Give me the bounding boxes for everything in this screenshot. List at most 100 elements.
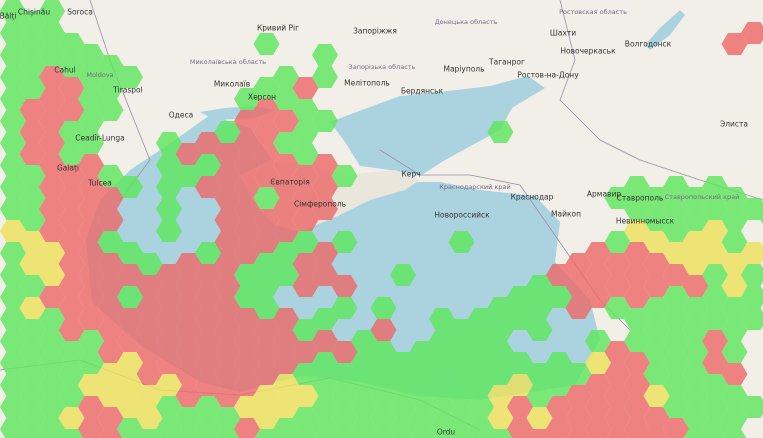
hex-cell-red[interactable] bbox=[565, 275, 592, 297]
hex-cell-red[interactable] bbox=[195, 264, 221, 286]
hex-cell-green[interactable] bbox=[175, 165, 202, 187]
hex-cell-red[interactable] bbox=[39, 110, 65, 132]
hex-cell-green[interactable] bbox=[19, 11, 46, 33]
hex-cell-green[interactable] bbox=[663, 374, 689, 396]
hex-cell-green[interactable] bbox=[487, 121, 514, 143]
hex-cell-red[interactable] bbox=[97, 319, 124, 341]
hex-cell-red[interactable] bbox=[253, 165, 280, 187]
hex-cell-red[interactable] bbox=[507, 418, 533, 438]
hex-cell-red[interactable] bbox=[312, 330, 338, 352]
hex-cell-red[interactable] bbox=[234, 352, 260, 374]
hex-cell-yellow[interactable] bbox=[19, 253, 46, 275]
hex-cell-green[interactable] bbox=[585, 330, 611, 352]
hex-cell-green[interactable] bbox=[682, 297, 709, 319]
hex-cell-red[interactable] bbox=[97, 253, 124, 275]
hex-cell-yellow[interactable] bbox=[19, 231, 46, 253]
hex-cell-red[interactable] bbox=[663, 264, 689, 286]
hex-cell-yellow[interactable] bbox=[117, 396, 143, 418]
hex-cell-green[interactable] bbox=[254, 429, 280, 438]
hex-cell-red[interactable] bbox=[565, 253, 592, 275]
hex-cell-green[interactable] bbox=[409, 385, 436, 407]
hex-cell-green[interactable] bbox=[429, 374, 455, 396]
hex-cell-green[interactable] bbox=[488, 429, 514, 438]
hex-cell-green[interactable] bbox=[195, 154, 221, 176]
hex-cell-green[interactable] bbox=[0, 0, 26, 22]
hex-cell-yellow[interactable] bbox=[682, 253, 709, 275]
hex-cell-green[interactable] bbox=[448, 363, 475, 385]
hex-cell-green[interactable] bbox=[0, 154, 26, 176]
hex-cell-red[interactable] bbox=[156, 308, 182, 330]
hex-cell-green[interactable] bbox=[156, 132, 182, 154]
hex-cell-green[interactable] bbox=[448, 231, 475, 253]
hex-cell-red[interactable] bbox=[234, 330, 260, 352]
hex-cell-green[interactable] bbox=[507, 286, 533, 308]
hex-cell-yellow[interactable] bbox=[253, 385, 280, 407]
hex-cell-green[interactable] bbox=[468, 396, 494, 418]
hex-cell-red[interactable] bbox=[273, 308, 299, 330]
hex-cell-green[interactable] bbox=[0, 330, 26, 352]
hex-cell-green[interactable] bbox=[214, 407, 241, 429]
hex-cell-green[interactable] bbox=[351, 396, 377, 418]
hex-cell-red[interactable] bbox=[721, 363, 748, 385]
hex-cell-green[interactable] bbox=[663, 308, 689, 330]
hex-cell-green[interactable] bbox=[663, 330, 689, 352]
hex-cell-green[interactable] bbox=[702, 396, 728, 418]
hex-cell-red[interactable] bbox=[214, 363, 241, 385]
hex-cell-green[interactable] bbox=[468, 330, 494, 352]
hex-cell-green[interactable] bbox=[721, 297, 748, 319]
hex-cell-yellow[interactable] bbox=[156, 374, 182, 396]
hex-cell-red[interactable] bbox=[292, 341, 319, 363]
hex-cell-green[interactable] bbox=[331, 363, 358, 385]
hex-cell-red[interactable] bbox=[175, 385, 202, 407]
hex-cell-red[interactable] bbox=[624, 418, 650, 438]
hex-cell-red[interactable] bbox=[644, 429, 670, 438]
hex-cell-green[interactable] bbox=[0, 176, 26, 198]
hex-cell-red[interactable] bbox=[312, 176, 338, 198]
hex-cell-green[interactable] bbox=[20, 429, 46, 438]
hex-cell-green[interactable] bbox=[409, 407, 436, 429]
hex-cell-green[interactable] bbox=[682, 341, 709, 363]
hex-cell-yellow[interactable] bbox=[624, 220, 650, 242]
hex-cell-green[interactable] bbox=[0, 308, 26, 330]
hex-cell-green[interactable] bbox=[312, 308, 338, 330]
hex-cell-red[interactable] bbox=[721, 33, 748, 55]
hex-cell-green[interactable] bbox=[97, 55, 124, 77]
hex-cell-green[interactable] bbox=[78, 88, 104, 110]
hex-cell-green[interactable] bbox=[312, 110, 338, 132]
hex-cell-red[interactable] bbox=[136, 275, 163, 297]
hex-cell-green[interactable] bbox=[273, 88, 299, 110]
hex-cell-red[interactable] bbox=[624, 286, 650, 308]
hex-cell-green[interactable] bbox=[0, 242, 26, 264]
hex-cell-green[interactable] bbox=[643, 363, 670, 385]
hex-cell-green[interactable] bbox=[351, 418, 377, 438]
hex-cell-green[interactable] bbox=[702, 418, 728, 438]
hex-cell-red[interactable] bbox=[214, 297, 241, 319]
hex-cell-yellow[interactable] bbox=[721, 275, 748, 297]
hex-cell-green[interactable] bbox=[0, 352, 26, 374]
hex-cell-red[interactable] bbox=[624, 352, 650, 374]
hex-cell-yellow[interactable] bbox=[741, 242, 763, 264]
hex-cell-green[interactable] bbox=[19, 77, 46, 99]
hex-cell-green[interactable] bbox=[741, 396, 763, 418]
hex-cell-green[interactable] bbox=[58, 143, 85, 165]
hex-cell-red[interactable] bbox=[175, 363, 202, 385]
hex-cell-green[interactable] bbox=[273, 242, 299, 264]
hex-cell-red[interactable] bbox=[292, 275, 319, 297]
hex-cell-red[interactable] bbox=[19, 99, 46, 121]
hex-cell-green[interactable] bbox=[760, 209, 763, 231]
hex-cell-green[interactable] bbox=[292, 231, 319, 253]
hex-cell-green[interactable] bbox=[448, 319, 475, 341]
hex-cell-red[interactable] bbox=[585, 418, 611, 438]
hex-cell-green[interactable] bbox=[176, 429, 202, 438]
hex-cell-yellow[interactable] bbox=[136, 385, 163, 407]
hex-cell-green[interactable] bbox=[292, 363, 319, 385]
hex-cell-green[interactable] bbox=[0, 22, 26, 44]
hex-cell-yellow[interactable] bbox=[58, 407, 85, 429]
hex-cell-green[interactable] bbox=[19, 209, 46, 231]
hex-cell-red[interactable] bbox=[292, 253, 319, 275]
hex-cell-red[interactable] bbox=[195, 374, 221, 396]
hex-cell-red[interactable] bbox=[370, 319, 397, 341]
hex-cell-red[interactable] bbox=[604, 253, 631, 275]
hex-cell-green[interactable] bbox=[253, 275, 280, 297]
hex-cell-red[interactable] bbox=[78, 396, 104, 418]
